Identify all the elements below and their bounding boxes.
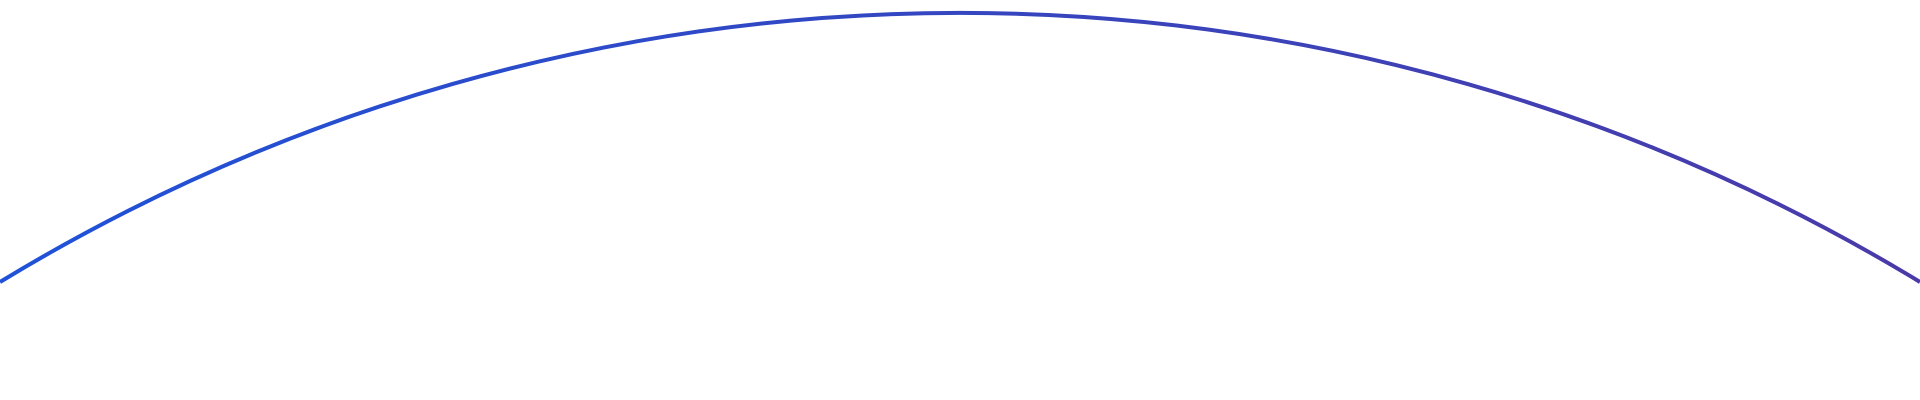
decorative-arc <box>0 10 1920 284</box>
